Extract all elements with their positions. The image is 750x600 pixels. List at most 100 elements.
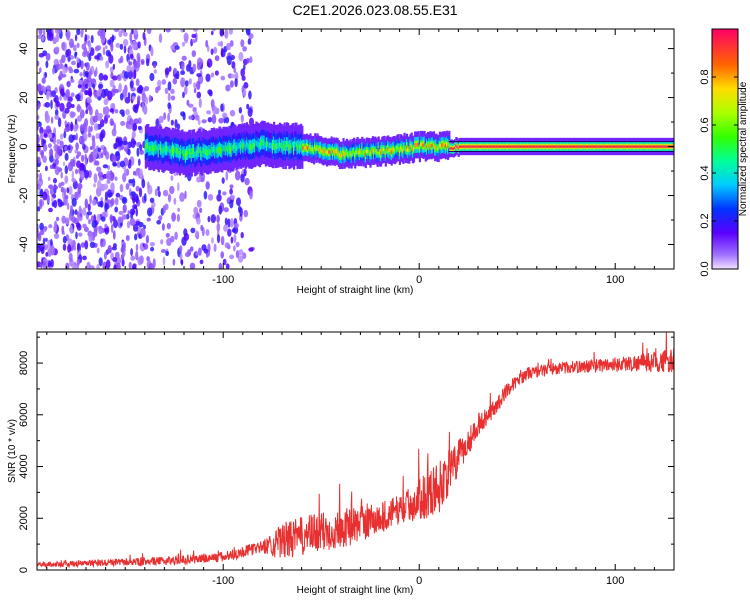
- spectrogram-cell: [81, 43, 87, 50]
- spectrogram-cell: [61, 225, 65, 235]
- colorbar-gradient: [712, 29, 738, 269]
- spectrogram-y-tick-label: -40: [18, 237, 30, 253]
- spectrogram-cell: [282, 144, 285, 151]
- spectrogram-cell: [443, 142, 446, 147]
- spectrogram-cell: [403, 144, 406, 149]
- spectrogram-cell: [77, 187, 81, 195]
- spectrogram-cell: [429, 142, 432, 147]
- spectrogram-cell: [103, 74, 108, 81]
- spectrogram-cell: [48, 262, 52, 268]
- spectrogram-cell: [144, 86, 150, 92]
- spectrogram-cell: [155, 144, 158, 150]
- spectrogram-cell: [214, 55, 220, 62]
- spectrogram-cell: [456, 145, 459, 148]
- spectrogram-cell: [177, 182, 180, 192]
- spectrogram-cell: [305, 145, 309, 149]
- spectrogram-cell: [468, 145, 471, 148]
- spectrogram-cell: [190, 152, 193, 158]
- spectrogram-cell: [202, 147, 205, 153]
- spectrogram-cell: [74, 51, 78, 56]
- spectrogram-cell: [128, 179, 134, 184]
- spectrogram-cell: [225, 116, 230, 124]
- spectrogram-cell: [634, 145, 637, 148]
- spectrogram-cell: [605, 145, 608, 148]
- spectrogram-cell: [59, 88, 65, 97]
- spectrogram-cell: [57, 199, 63, 208]
- spectrogram-cell: [150, 46, 154, 57]
- spectrogram-cell: [248, 144, 251, 150]
- spectrogram-cell: [67, 56, 71, 62]
- spectrogram-cell: [112, 230, 116, 240]
- spectrogram-cell: [174, 231, 178, 240]
- snr-x-axis-label: Height of straight line (km): [297, 585, 414, 596]
- colorbar-tick-label: 0.0: [699, 261, 711, 276]
- spectrogram-cell: [236, 197, 241, 206]
- spectrogram-cell: [519, 145, 523, 148]
- spectrogram-cell: [110, 120, 115, 126]
- spectrogram-cell: [111, 154, 117, 165]
- spectrogram-cell: [104, 202, 108, 213]
- spectrogram-cell: [293, 145, 296, 151]
- spectrogram-cell: [104, 223, 108, 229]
- spectrogram-cell: [351, 150, 354, 155]
- spectrogram-cell: [136, 147, 140, 157]
- spectrogram-cell: [64, 120, 67, 127]
- spectrogram-cell: [648, 145, 651, 148]
- spectrogram-cell: [77, 242, 80, 252]
- spectrogram-cell: [97, 147, 102, 153]
- snr-y-tick-label: 0: [18, 567, 30, 573]
- spectrogram-cell: [120, 121, 126, 126]
- spectrogram-cell: [281, 142, 284, 149]
- spectrogram-cell: [449, 147, 452, 150]
- spectrogram-cell: [123, 168, 127, 175]
- spectrogram-cell: [133, 140, 137, 145]
- spectrogram-cell: [186, 99, 190, 106]
- spectrogram-cell: [210, 214, 216, 224]
- spectrogram-cell: [423, 142, 426, 147]
- spectrogram-cell: [344, 152, 347, 156]
- spectrogram-cell: [304, 145, 307, 150]
- spectrogram-cell: [175, 147, 178, 154]
- spectrogram-cell: [82, 207, 87, 216]
- spectrogram-cell: [196, 73, 202, 78]
- spectrogram-cell: [116, 257, 122, 265]
- spectrogram-cell: [192, 63, 197, 73]
- spectrogram-cell: [44, 114, 51, 124]
- spectrogram-cell: [51, 196, 54, 203]
- spectrogram-cell: [348, 153, 351, 157]
- spectrogram-cell: [146, 142, 149, 149]
- spectrogram-cell: [37, 206, 41, 212]
- spectrogram-cell: [101, 29, 105, 40]
- spectrogram-cell: [147, 142, 150, 149]
- spectrogram-cell: [44, 71, 47, 79]
- spectrogram-cell: [212, 29, 216, 32]
- spectrogram-cell: [37, 183, 41, 190]
- spectrogram-cell: [106, 170, 112, 181]
- spectrogram-cell: [268, 142, 271, 149]
- spectrogram-cell: [75, 168, 78, 175]
- spectrogram-cell: [260, 140, 263, 147]
- spectrogram-cell: [108, 54, 114, 64]
- spectrogram-cell: [253, 142, 256, 149]
- spectrogram-cell: [238, 51, 244, 62]
- spectrogram-cell: [501, 145, 504, 148]
- spectrogram-cell: [311, 147, 314, 152]
- spectrogram-cell: [237, 142, 240, 149]
- spectrogram-cell: [95, 66, 98, 76]
- spectrogram-cell: [207, 193, 214, 201]
- spectrogram-cell: [179, 245, 183, 253]
- spectrogram-cell: [145, 235, 149, 244]
- spectrogram-cell: [167, 81, 172, 91]
- spectrogram-cell: [146, 58, 150, 67]
- spectrogram-cell: [225, 171, 229, 181]
- spectrogram-cell: [174, 119, 178, 129]
- spectrogram-cell: [131, 40, 137, 51]
- spectrogram-cell: [550, 145, 553, 148]
- spectrogram-cell: [39, 263, 43, 268]
- spectrogram-cell: [478, 145, 481, 148]
- spectrogram-cell: [309, 145, 312, 149]
- spectrogram-cell: [213, 146, 216, 153]
- spectrogram-cell: [444, 144, 447, 148]
- spectrogram-cell: [438, 143, 441, 148]
